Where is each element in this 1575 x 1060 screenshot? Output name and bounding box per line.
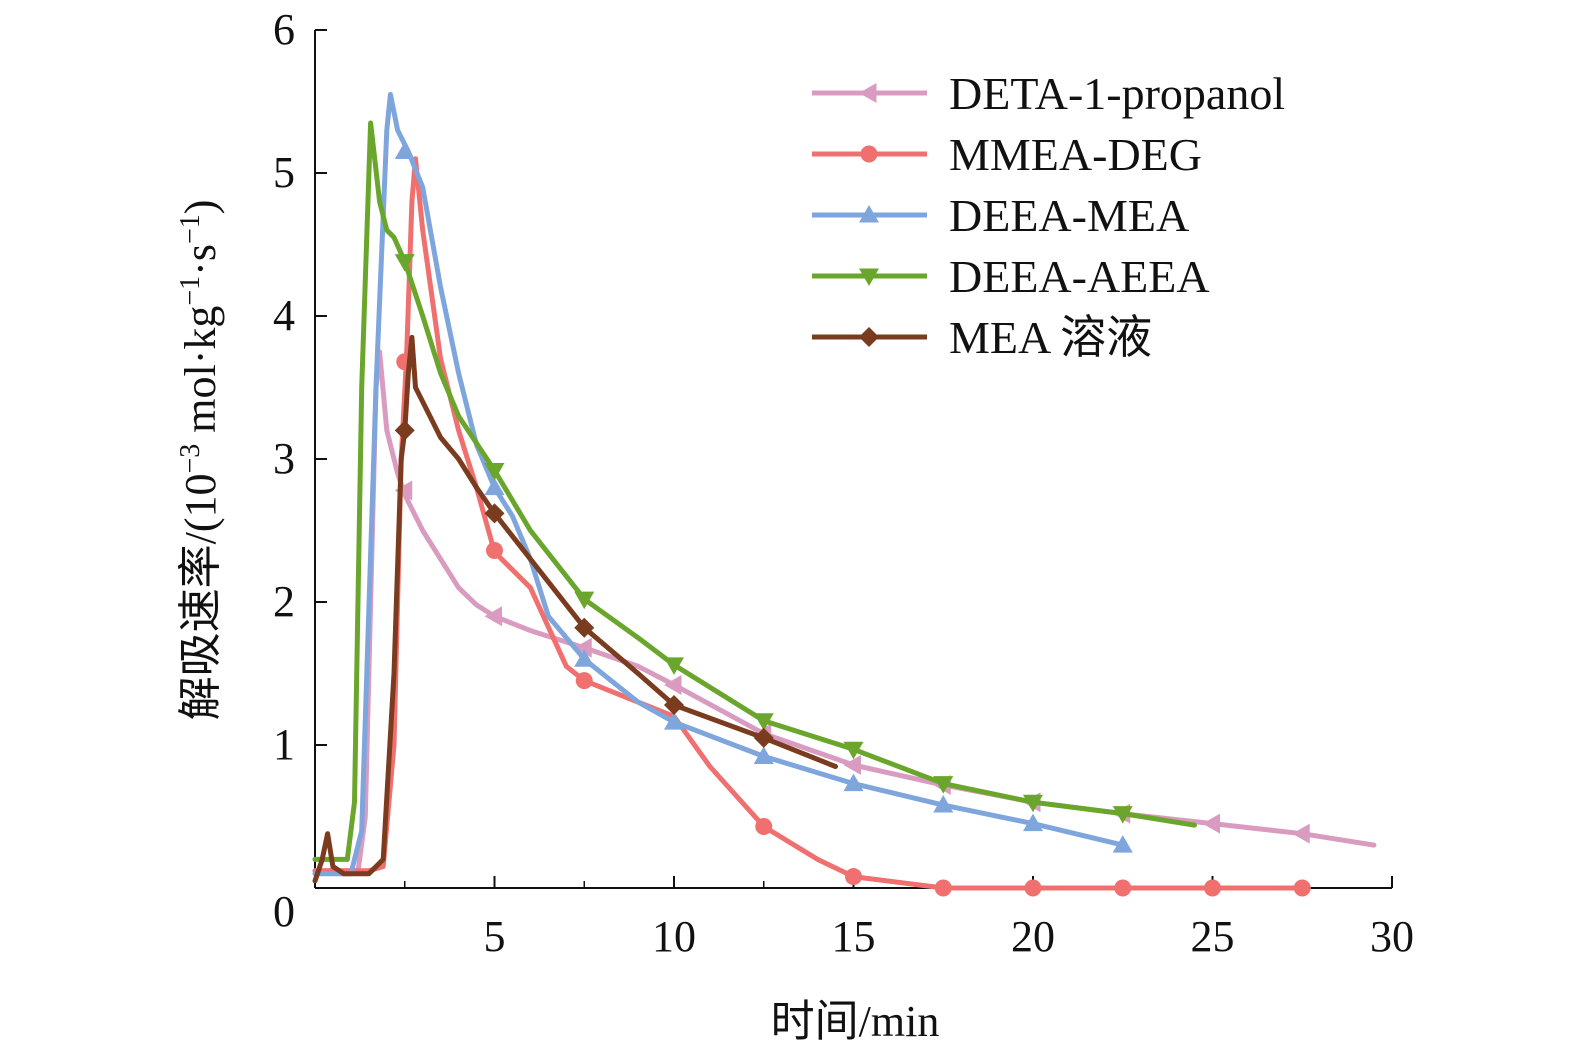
data-point <box>574 617 595 638</box>
x-tick-label: 5 <box>484 912 506 961</box>
legend-label: MEA 溶液 <box>949 312 1152 363</box>
data-point <box>1023 794 1043 813</box>
data-point <box>1114 879 1132 897</box>
data-point <box>1293 879 1311 897</box>
data-point <box>664 712 684 730</box>
data-point <box>394 420 415 441</box>
legend-label: MMEA-DEG <box>949 129 1202 180</box>
x-tick-label: 25 <box>1191 912 1235 961</box>
data-point <box>1292 823 1310 844</box>
data-point <box>753 713 774 731</box>
data-point <box>664 657 684 675</box>
y-tick-label: 1 <box>273 720 295 769</box>
data-point <box>753 746 774 764</box>
data-point <box>1023 813 1043 832</box>
legend-label: DEEA-AEEA <box>949 251 1210 302</box>
data-point <box>755 818 773 836</box>
y-tick-label: 2 <box>273 577 295 626</box>
x-tick-label: 20 <box>1011 912 1055 961</box>
legend-marker <box>859 83 877 103</box>
legend-item: MEA 溶液 <box>812 312 1152 363</box>
data-point <box>484 462 505 481</box>
data-point <box>394 480 413 501</box>
series-line <box>312 120 1197 862</box>
legend: DETA-1-propanol MMEA-DEG DEEA-MEA DEEA-AEEA… <box>812 68 1285 363</box>
data-point <box>664 694 684 715</box>
data-point <box>574 591 595 610</box>
series-line <box>312 334 838 884</box>
data-point <box>933 795 954 813</box>
data-point <box>484 477 505 496</box>
series-3 <box>312 120 1197 862</box>
data-point <box>484 503 505 524</box>
legend-item: DEEA-MEA <box>812 190 1189 241</box>
data-point <box>394 254 415 272</box>
x-axis-title: 时间/min <box>771 997 940 1046</box>
series-line <box>312 91 1126 877</box>
legend-label: DEEA-MEA <box>949 190 1189 241</box>
y-tick-label: 5 <box>273 148 295 197</box>
legend-marker <box>859 268 879 286</box>
data-point <box>394 141 415 160</box>
data-point <box>1112 806 1133 824</box>
data-point <box>753 727 774 748</box>
data-point <box>845 868 862 886</box>
x-tick-label: 30 <box>1370 912 1414 961</box>
data-point <box>843 741 864 760</box>
data-point <box>575 672 593 690</box>
data-point <box>484 606 502 627</box>
legend-label: DETA-1-propanol <box>949 68 1285 119</box>
data-point <box>574 649 595 667</box>
legend-item: DETA-1-propanol <box>812 68 1285 119</box>
y-tick-label: 3 <box>273 434 295 483</box>
data-point <box>1024 879 1042 897</box>
data-point <box>1202 813 1220 834</box>
legend-item: DEEA-AEEA <box>812 251 1210 302</box>
series-2 <box>312 91 1133 877</box>
data-point <box>486 542 503 560</box>
data-point <box>934 879 952 897</box>
data-point <box>843 773 864 792</box>
data-point <box>933 776 954 794</box>
legend-marker <box>859 205 879 223</box>
data-point <box>1112 835 1133 853</box>
y-axis-title: 解吸速率/(10−3 mol·kg−1·s−1) <box>175 200 225 721</box>
series-4 <box>312 334 838 884</box>
axes: 5 10 15 20 25 30 1 2 3 4 5 6 0 <box>273 5 1414 961</box>
legend-marker <box>859 327 879 347</box>
origin-label: 0 <box>273 887 295 936</box>
series-layer <box>312 91 1377 897</box>
legend-marker <box>860 145 878 163</box>
x-tick-label: 15 <box>832 912 876 961</box>
data-point <box>843 755 861 776</box>
data-point <box>1204 879 1221 897</box>
data-point <box>574 637 592 658</box>
y-tick-label: 4 <box>273 291 295 340</box>
legend-item: MMEA-DEG <box>812 129 1202 180</box>
y-tick-label: 6 <box>273 5 295 54</box>
x-tick-label: 10 <box>652 912 696 961</box>
data-point <box>664 674 682 695</box>
